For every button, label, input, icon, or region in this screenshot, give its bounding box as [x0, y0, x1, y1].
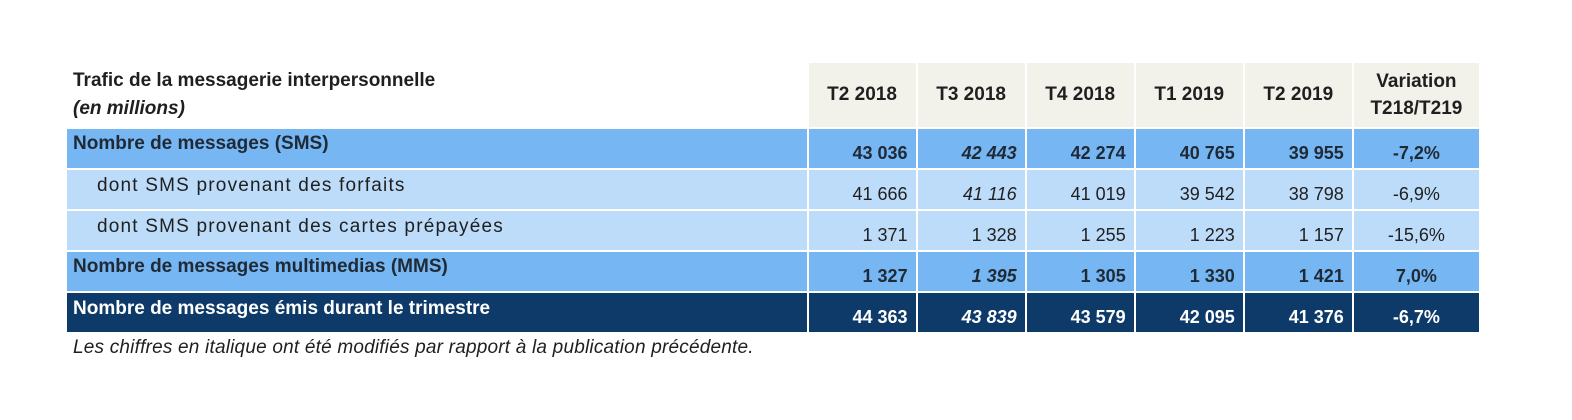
cell-value: 41 376: [1244, 291, 1354, 332]
table-row-mms: Nombre de messages multimedias (MMS) 1 3…: [67, 250, 1481, 291]
cell-variation: -6,7%: [1353, 291, 1481, 332]
table-title: Trafic de la messagerie interpersonnelle: [73, 70, 436, 91]
column-header-t2-2019: T2 2019: [1244, 63, 1354, 127]
table-row-sms: Nombre de messages (SMS) 43 036 42 443 4…: [67, 127, 1481, 168]
cell-value: 1 223: [1135, 209, 1245, 250]
cell-value: 41 116: [917, 168, 1027, 209]
table-row-sms-prepayees: dont SMS provenant des cartes prépayées …: [67, 209, 1481, 250]
column-header-t1-2019: T1 2019: [1135, 63, 1245, 127]
variation-header-line2: T218/T219: [1370, 98, 1463, 119]
traffic-table-container: Trafic de la messagerie interpersonnelle…: [67, 63, 1481, 332]
row-label: dont SMS provenant des cartes prépayées: [67, 209, 809, 250]
cell-value: 39 955: [1244, 127, 1354, 168]
variation-header-line1: Variation: [1376, 71, 1457, 92]
cell-value: 43 839: [917, 291, 1027, 332]
table-footnote: Les chiffres en italique ont été modifié…: [73, 337, 754, 358]
table-row-sms-forfaits: dont SMS provenant des forfaits 41 666 4…: [67, 168, 1481, 209]
table-title-cell: Trafic de la messagerie interpersonnelle…: [67, 63, 809, 127]
cell-value: 42 095: [1135, 291, 1245, 332]
cell-variation: -7,2%: [1353, 127, 1481, 168]
cell-value: 43 579: [1026, 291, 1136, 332]
cell-value: 42 274: [1026, 127, 1136, 168]
cell-value: 1 328: [917, 209, 1027, 250]
cell-value: 1 330: [1135, 250, 1245, 291]
column-header-variation: Variation T218/T219: [1353, 63, 1481, 127]
cell-value: 44 363: [808, 291, 918, 332]
cell-value: 41 019: [1026, 168, 1136, 209]
table-header-row: Trafic de la messagerie interpersonnelle…: [67, 63, 1481, 127]
table-unit: (en millions): [73, 98, 185, 119]
cell-value: 1 327: [808, 250, 918, 291]
cell-value: 40 765: [1135, 127, 1245, 168]
cell-variation: -6,9%: [1353, 168, 1481, 209]
cell-value: 1 421: [1244, 250, 1354, 291]
cell-value: 38 798: [1244, 168, 1354, 209]
cell-value: 42 443: [917, 127, 1027, 168]
cell-variation: 7,0%: [1353, 250, 1481, 291]
row-label: Nombre de messages (SMS): [67, 127, 809, 168]
cell-value: 1 255: [1026, 209, 1136, 250]
table-row-total: Nombre de messages émis durant le trimes…: [67, 291, 1481, 332]
messaging-traffic-table: Trafic de la messagerie interpersonnelle…: [67, 63, 1481, 332]
cell-value: 1 371: [808, 209, 918, 250]
cell-value: 1 305: [1026, 250, 1136, 291]
cell-value: 1 395: [917, 250, 1027, 291]
row-label: Nombre de messages multimedias (MMS): [67, 250, 809, 291]
row-label: dont SMS provenant des forfaits: [67, 168, 809, 209]
cell-value: 39 542: [1135, 168, 1245, 209]
column-header-t3-2018: T3 2018: [917, 63, 1027, 127]
row-label: Nombre de messages émis durant le trimes…: [67, 291, 809, 332]
column-header-t4-2018: T4 2018: [1026, 63, 1136, 127]
column-header-t2-2018: T2 2018: [808, 63, 918, 127]
cell-value: 1 157: [1244, 209, 1354, 250]
cell-value: 43 036: [808, 127, 918, 168]
cell-variation: -15,6%: [1353, 209, 1481, 250]
cell-value: 41 666: [808, 168, 918, 209]
